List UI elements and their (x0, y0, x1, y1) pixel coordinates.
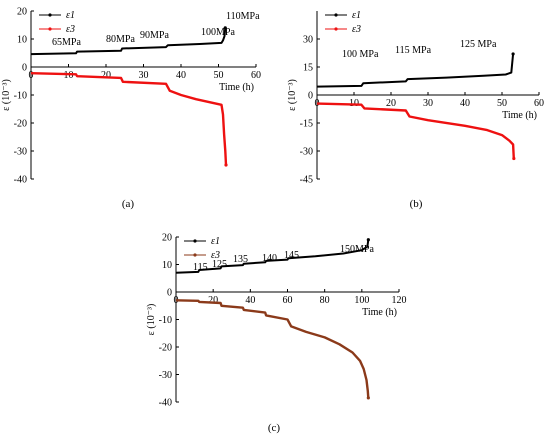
stress-annotation: 125 MPa (460, 39, 497, 50)
x-axis-label: Time (h) (219, 82, 254, 93)
y-tick-label: -10 (159, 315, 172, 326)
legend-marker (193, 253, 197, 257)
series-line-ε3 (175, 299, 370, 398)
y-tick-label: -20 (14, 119, 27, 130)
legend-label: ε1 (66, 10, 75, 21)
y-tick-label: 10 (162, 260, 172, 271)
x-tick-label: 60 (283, 295, 293, 306)
x-tick-label: 50 (497, 98, 507, 109)
series-end-point (511, 52, 515, 56)
legend-marker (334, 13, 338, 17)
legend-label: ε3 (66, 24, 75, 35)
series-end-point (366, 396, 370, 400)
y-axis-label: ε (10⁻³) (1, 79, 12, 111)
series-end-point (223, 26, 227, 30)
panel-caption: (c) (268, 422, 281, 434)
legend-label: ε3 (352, 24, 361, 35)
stress-annotation: 100MPa (201, 27, 235, 38)
series-line-ε1 (30, 27, 227, 56)
x-tick-label: 20 (208, 295, 218, 306)
y-tick-label: -20 (159, 343, 172, 354)
stress-annotation: 135 (233, 254, 248, 265)
panel-caption: (a) (122, 198, 135, 210)
y-tick-label: -40 (159, 398, 172, 409)
y-tick-label: 0 (308, 91, 313, 102)
x-tick-label: 120 (392, 295, 407, 306)
y-tick-label: -45 (300, 175, 313, 186)
stress-annotation: 115 MPa (395, 45, 432, 56)
series-end-point (512, 156, 516, 161)
stress-annotation: 140 (262, 253, 277, 264)
x-tick-label: 60 (251, 70, 261, 81)
y-tick-label: -30 (14, 147, 27, 158)
x-tick-label: 40 (245, 295, 255, 306)
x-tick-label: 20 (386, 98, 396, 109)
x-tick-label: 60 (534, 98, 544, 109)
y-tick-label: -30 (159, 370, 172, 381)
x-tick-label: 30 (139, 70, 149, 81)
x-tick-label: 30 (423, 98, 433, 109)
y-tick-label: 0 (167, 288, 172, 299)
legend-label: ε1 (352, 10, 361, 21)
stress-annotation: 150MPa (340, 244, 374, 255)
y-tick-label: -30 (300, 147, 313, 158)
panel-caption: (b) (410, 198, 423, 210)
stress-annotation: 100 MPa (342, 49, 379, 60)
stress-annotation: 65MPa (52, 37, 81, 48)
series-line-ε3 (316, 102, 515, 159)
series-line-ε3 (30, 72, 228, 166)
y-tick-label: -15 (300, 119, 313, 130)
stress-annotation: 125 (212, 259, 227, 270)
y-tick-label: 0 (22, 63, 27, 74)
stress-annotation: 80MPa (106, 34, 135, 45)
x-axis-label: Time (h) (362, 307, 397, 318)
y-tick-label: 10 (17, 35, 27, 46)
y-tick-label: -10 (14, 91, 27, 102)
stress-annotation: 115 (193, 262, 208, 273)
legend-label: ε1 (211, 236, 220, 247)
y-axis-label: ε (10⁻³) (287, 79, 298, 111)
series-line-ε1 (175, 239, 370, 274)
y-tick-label: 20 (162, 233, 172, 244)
x-tick-label: 40 (176, 70, 186, 81)
series-line-ε1 (316, 53, 515, 88)
x-tick-label: 0 (29, 70, 34, 81)
x-tick-label: 80 (320, 295, 330, 306)
legend-label: ε3 (211, 250, 220, 261)
series-end-point (366, 238, 370, 242)
x-tick-label: 100 (354, 295, 369, 306)
legend-marker (193, 239, 197, 243)
stress-annotation: 110MPa (226, 11, 260, 22)
y-axis-label: ε (10⁻³) (146, 304, 157, 336)
y-tick-label: 20 (17, 7, 27, 18)
legend-marker (48, 13, 52, 17)
stress-annotation: 145 (284, 250, 299, 261)
x-tick-label: 50 (214, 70, 224, 81)
series-end-point (224, 163, 228, 167)
x-tick-label: 0 (315, 98, 320, 109)
x-tick-label: 40 (460, 98, 470, 109)
x-axis-label: Time (h) (502, 110, 537, 121)
x-tick-label: 10 (64, 70, 74, 81)
y-tick-label: 15 (303, 63, 313, 74)
y-tick-label: -40 (14, 175, 27, 186)
y-tick-label: 30 (303, 35, 313, 46)
x-tick-label: 20 (101, 70, 111, 81)
stress-annotation: 90MPa (140, 30, 169, 41)
legend-marker (48, 27, 52, 31)
legend-marker (334, 27, 338, 31)
